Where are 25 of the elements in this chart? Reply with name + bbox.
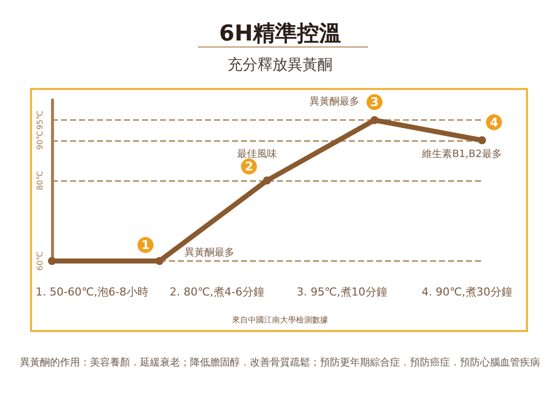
point xyxy=(478,136,486,144)
annotation: 維生素B1,B2最多 xyxy=(421,148,502,160)
point xyxy=(156,257,164,265)
text: 1. 50-60℃,泡6-8小時 xyxy=(36,286,148,298)
chart-title: 6H精準控溫 xyxy=(219,22,341,46)
text: 4 xyxy=(490,115,498,130)
y-tick-label: 95℃ xyxy=(36,110,44,130)
y-tick-label: 90℃ xyxy=(36,130,44,150)
text: 3. 95℃,煮10分鐘 xyxy=(296,286,388,298)
text: 異黃酮的作用：美容養顏．延緩衰老；降低膽固醇．改善骨質疏鬆；預防更年期綜合症．預防癌症．預防心腦血管疾病 xyxy=(20,356,540,368)
annotation: 3 xyxy=(370,95,379,110)
point xyxy=(48,257,56,265)
annotation: 1 xyxy=(141,238,150,252)
point xyxy=(370,116,378,124)
annotation: 2 xyxy=(244,160,254,174)
annotation: 最佳風味 xyxy=(237,148,277,160)
y-tick-label: 60℃ xyxy=(36,251,44,271)
annotation: 異黃酮最多 xyxy=(184,246,234,258)
text: 4. 90℃,煮30分鐘 xyxy=(422,286,512,298)
y-tick-label: 80℃ xyxy=(36,170,44,190)
annotation: 異黃酮最多 xyxy=(310,96,360,108)
text: 2. 80℃,煮4-6分鐘 xyxy=(170,286,264,298)
text: 來自中國江南大學檢測數據 xyxy=(232,316,328,324)
point xyxy=(263,176,271,184)
chart-subtitle: 充分釋放異黃酮 xyxy=(228,56,332,74)
